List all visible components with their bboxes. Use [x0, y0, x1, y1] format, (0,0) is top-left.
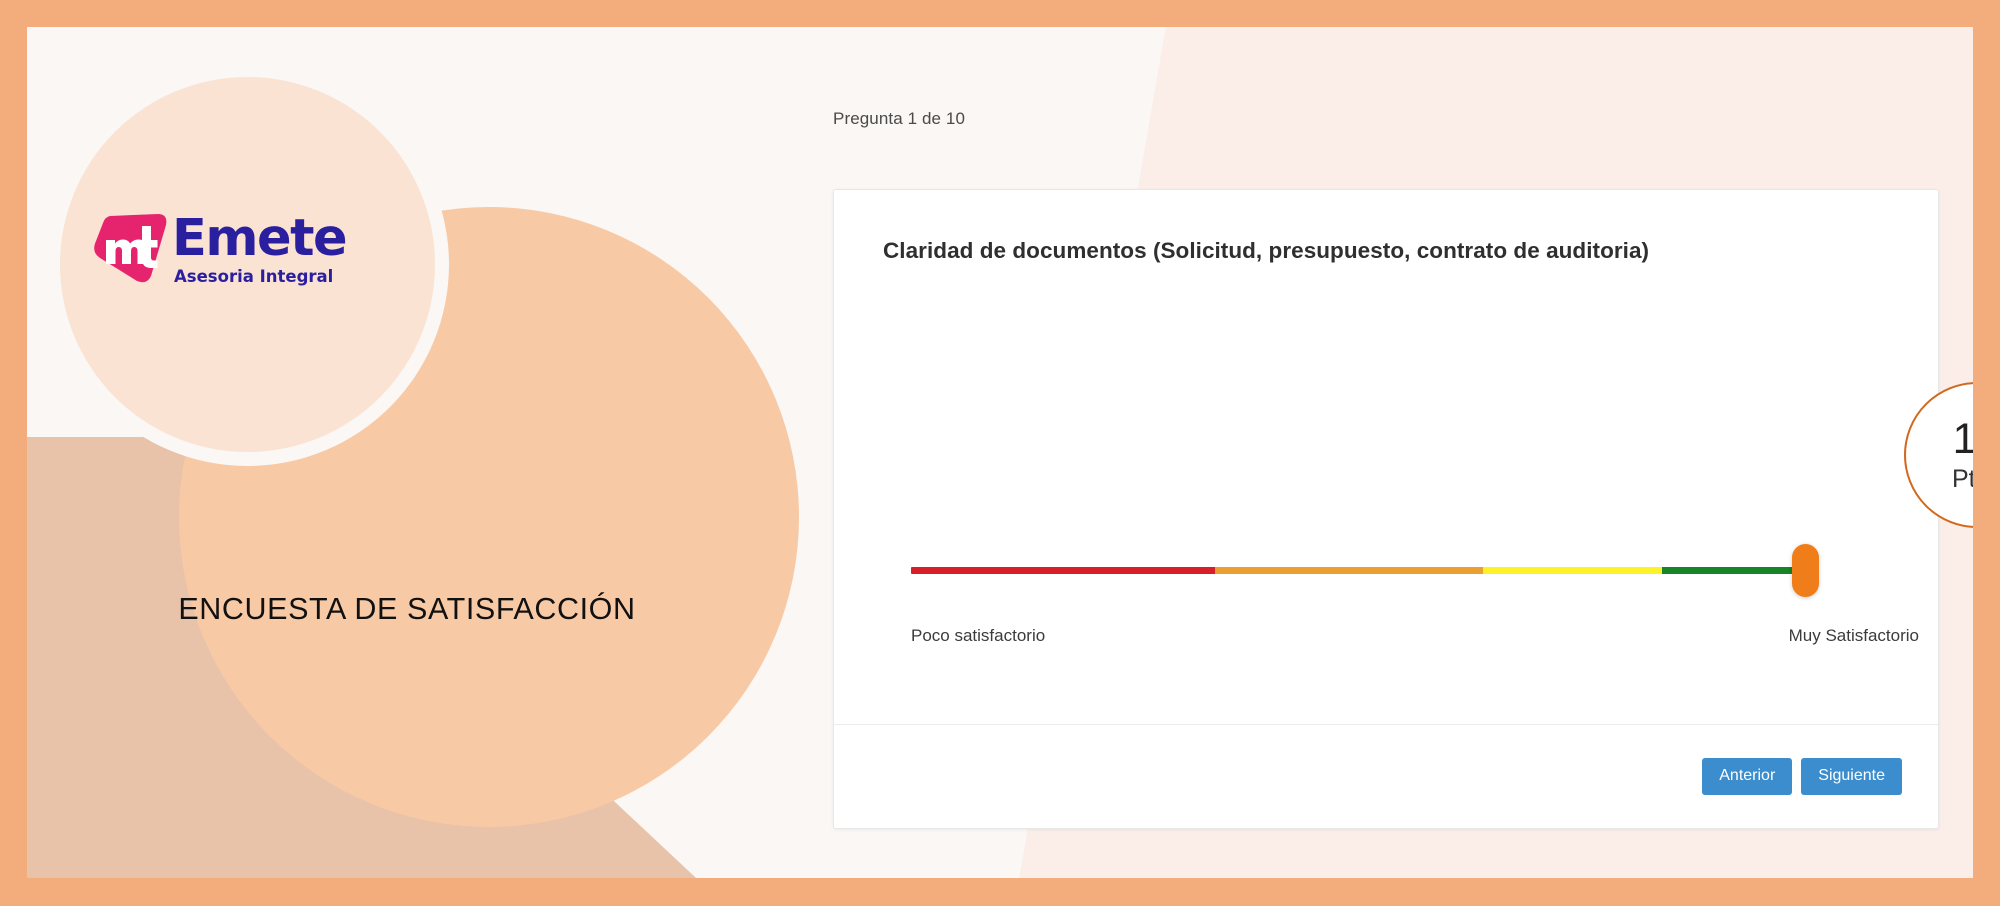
slider-low-label: Poco satisfactorio — [911, 626, 1046, 645]
brand-wordmark: Emete Asesoria Integral — [172, 208, 348, 286]
next-button[interactable]: Siguiente — [1801, 757, 1902, 795]
question-card-body: Claridad de documentos (Solicitud, presu… — [834, 190, 1973, 724]
score-unit-label: Ptos — [1951, 465, 1973, 493]
slider-scale-labels: Poco satisfactorio Muy Satisfactorio — [911, 626, 1919, 646]
score-badge: 10 Ptos — [1904, 382, 1973, 528]
question-card: Claridad de documentos (Solicitud, presu… — [833, 189, 1973, 829]
slider-segment-green — [1661, 567, 1805, 574]
question-progress-label: Pregunta 1 de 10 — [833, 109, 966, 128]
slider-segment-orange — [1214, 567, 1484, 574]
slider-high-label: Muy Satisfactorio — [1788, 626, 1919, 645]
slider-segment-yellow — [1483, 567, 1662, 574]
page-sheet: Emete Asesoria Integral ENCUESTA DE SATI… — [27, 27, 1973, 878]
emete-logomark-icon — [90, 212, 172, 286]
survey-title: ENCUESTA DE SATISFACCIÓN — [178, 592, 636, 626]
question-card-footer: Anterior Siguiente — [834, 724, 1938, 827]
rating-slider[interactable] — [911, 542, 1842, 602]
brand-name: Emete — [172, 208, 348, 268]
slider-track[interactable] — [911, 567, 1805, 574]
question-title: Claridad de documentos (Solicitud, presu… — [883, 238, 1650, 263]
slider-thumb[interactable] — [1792, 544, 1819, 597]
score-value: 10 — [1952, 415, 1973, 463]
brand-logo: Emete Asesoria Integral — [90, 209, 390, 289]
slider-segment-red — [911, 567, 1215, 574]
previous-button[interactable]: Anterior — [1702, 757, 1793, 795]
brand-tagline: Asesoria Integral — [174, 266, 334, 286]
